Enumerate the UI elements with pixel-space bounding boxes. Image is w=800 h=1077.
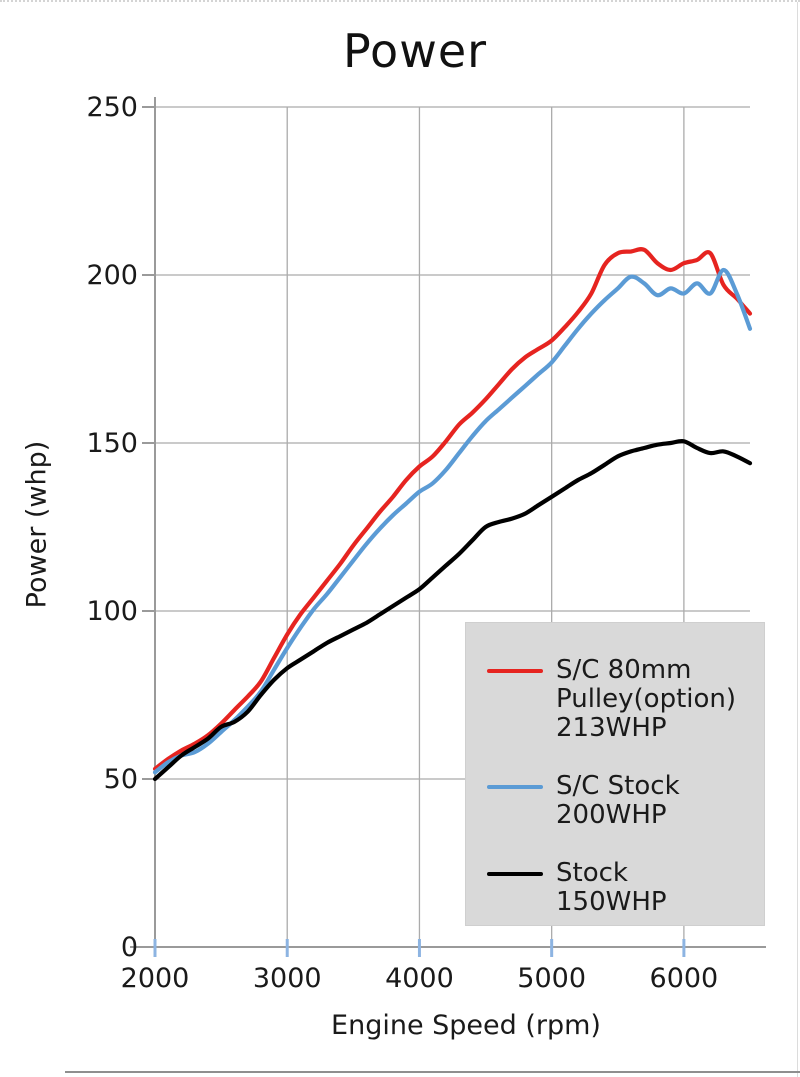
x-tick-label-2000: 2000 [121,963,190,994]
frame-right-border [797,2,798,1077]
y-axis-label: Power (whp) [21,440,53,609]
curve-s-c-80mm-pulley-option-213whp [152,247,753,771]
legend-swatch-1 [487,669,543,673]
legend-item-1: S/C 80mm Pulley(option) 213WHP [487,656,764,743]
curve-s-c-stock-200whp [152,267,753,775]
legend-label-3: Stock 150WHP [556,858,667,917]
legend-swatch-2 [487,785,543,789]
chart-title: Power [342,24,488,78]
legend-label-2: S/C Stock 200WHP [556,771,680,830]
x-tick-label-5000: 5000 [517,963,586,994]
x-tick-label-3000: 3000 [253,963,322,994]
x-tick-label-6000: 6000 [650,963,719,994]
legend-item-3: Stock 150WHP [487,859,764,917]
y-tick-label-100: 100 [86,596,138,627]
legend: S/C 80mm Pulley(option) 213WHP S/C Stock … [465,622,765,926]
curve-stock-150whp [152,439,753,782]
y-tick-label-50: 50 [104,764,138,795]
y-tick-label-0: 0 [121,932,138,963]
legend-swatch-3 [487,872,543,876]
y-tick-label-150: 150 [86,428,138,459]
legend-item-2: S/C Stock 200WHP [487,772,764,830]
y-tick-label-250: 250 [86,92,138,123]
y-tick-label-200: 200 [86,260,138,291]
x-tick-label-4000: 4000 [385,963,454,994]
x-axis-label: Engine Speed (rpm) [331,1010,601,1041]
bottom-partial-line [65,1071,800,1073]
legend-label-1: S/C 80mm Pulley(option) 213WHP [556,655,737,743]
